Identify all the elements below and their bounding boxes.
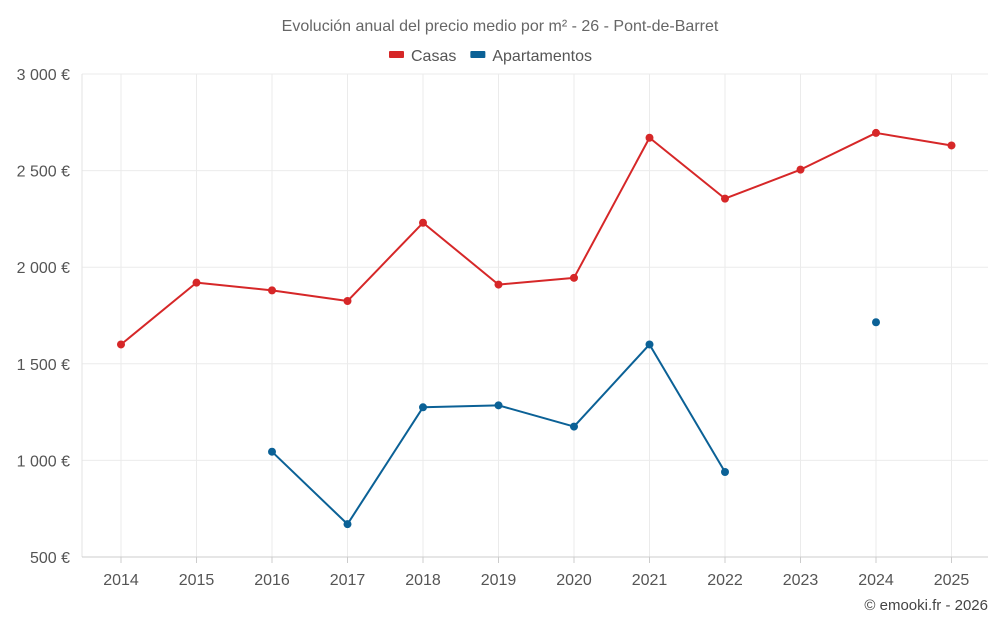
- x-tick-label: 2015: [179, 572, 215, 589]
- data-point[interactable]: [494, 401, 503, 410]
- x-tick-label: 2024: [858, 572, 894, 589]
- credit-text: © emooki.fr - 2026: [864, 597, 988, 614]
- data-point[interactable]: [343, 297, 352, 306]
- legend-swatch: [389, 51, 404, 58]
- y-tick-label: 3 000 €: [17, 67, 70, 84]
- data-point[interactable]: [645, 340, 654, 349]
- legend: Casas Apartamentos: [389, 48, 592, 65]
- x-tick-label: 2016: [254, 572, 290, 589]
- data-point[interactable]: [192, 278, 201, 287]
- x-tick-label: 2023: [783, 572, 819, 589]
- x-tick-label: 2020: [556, 572, 592, 589]
- x-tick-label: 2018: [405, 572, 441, 589]
- series-casas: [117, 128, 956, 349]
- data-point[interactable]: [268, 447, 276, 456]
- data-point[interactable]: [419, 403, 427, 412]
- series-apartamentos: [268, 318, 880, 529]
- data-point[interactable]: [645, 133, 654, 142]
- x-tick-label: 2014: [103, 572, 139, 589]
- y-axis: 500 € 1 000 € 1 500 € 2 000 € 2 500 € 3 000 €: [17, 67, 83, 567]
- x-tick-label: 2017: [330, 572, 366, 589]
- series-line: [120, 131, 952, 346]
- data-point[interactable]: [721, 467, 729, 476]
- y-tick-label: 2 000 €: [17, 260, 70, 277]
- data-point[interactable]: [872, 318, 880, 327]
- y-tick-label: 1 500 €: [17, 357, 70, 374]
- x-tick-label: 2021: [632, 572, 668, 589]
- x-axis: 2014 2015 2016 2017 2018 2019 2020 2021 2022 2023…: [82, 556, 988, 589]
- y-tick-label: 2 500 €: [17, 164, 70, 181]
- data-point[interactable]: [419, 218, 427, 227]
- data-point[interactable]: [494, 280, 503, 289]
- y-tick-label: 500 €: [30, 550, 70, 567]
- x-tick-label: 2025: [934, 572, 970, 589]
- data-point[interactable]: [343, 520, 352, 529]
- legend-label: Casas: [411, 48, 456, 65]
- x-tick-label: 2022: [707, 572, 743, 589]
- series-layer: [117, 128, 956, 529]
- data-point[interactable]: [268, 286, 276, 295]
- y-tick-label: 1 000 €: [17, 453, 70, 470]
- legend-item-casas[interactable]: Casas: [389, 48, 456, 65]
- data-point[interactable]: [872, 128, 880, 137]
- x-tick-label: 2019: [481, 572, 517, 589]
- legend-label: Apartamentos: [492, 48, 592, 65]
- data-point[interactable]: [117, 340, 125, 349]
- legend-swatch: [470, 51, 486, 58]
- chart-title: Evolución anual del precio medio por m² …: [282, 18, 719, 35]
- legend-item-apartamentos[interactable]: Apartamentos: [470, 48, 592, 65]
- data-point[interactable]: [947, 141, 956, 150]
- grid: [82, 73, 988, 558]
- data-point[interactable]: [570, 422, 578, 431]
- data-point[interactable]: [796, 165, 805, 174]
- data-point[interactable]: [570, 273, 578, 282]
- data-point[interactable]: [721, 194, 729, 203]
